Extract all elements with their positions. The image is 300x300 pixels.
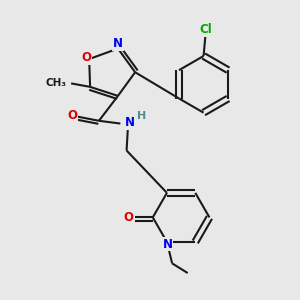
Text: Cl: Cl: [199, 22, 212, 35]
Text: N: N: [125, 116, 135, 129]
Text: H: H: [137, 111, 146, 121]
Text: O: O: [82, 51, 92, 64]
Text: CH₃: CH₃: [46, 78, 67, 88]
Text: N: N: [163, 238, 172, 250]
Text: N: N: [113, 37, 123, 50]
Text: O: O: [67, 109, 77, 122]
Text: O: O: [123, 211, 133, 224]
